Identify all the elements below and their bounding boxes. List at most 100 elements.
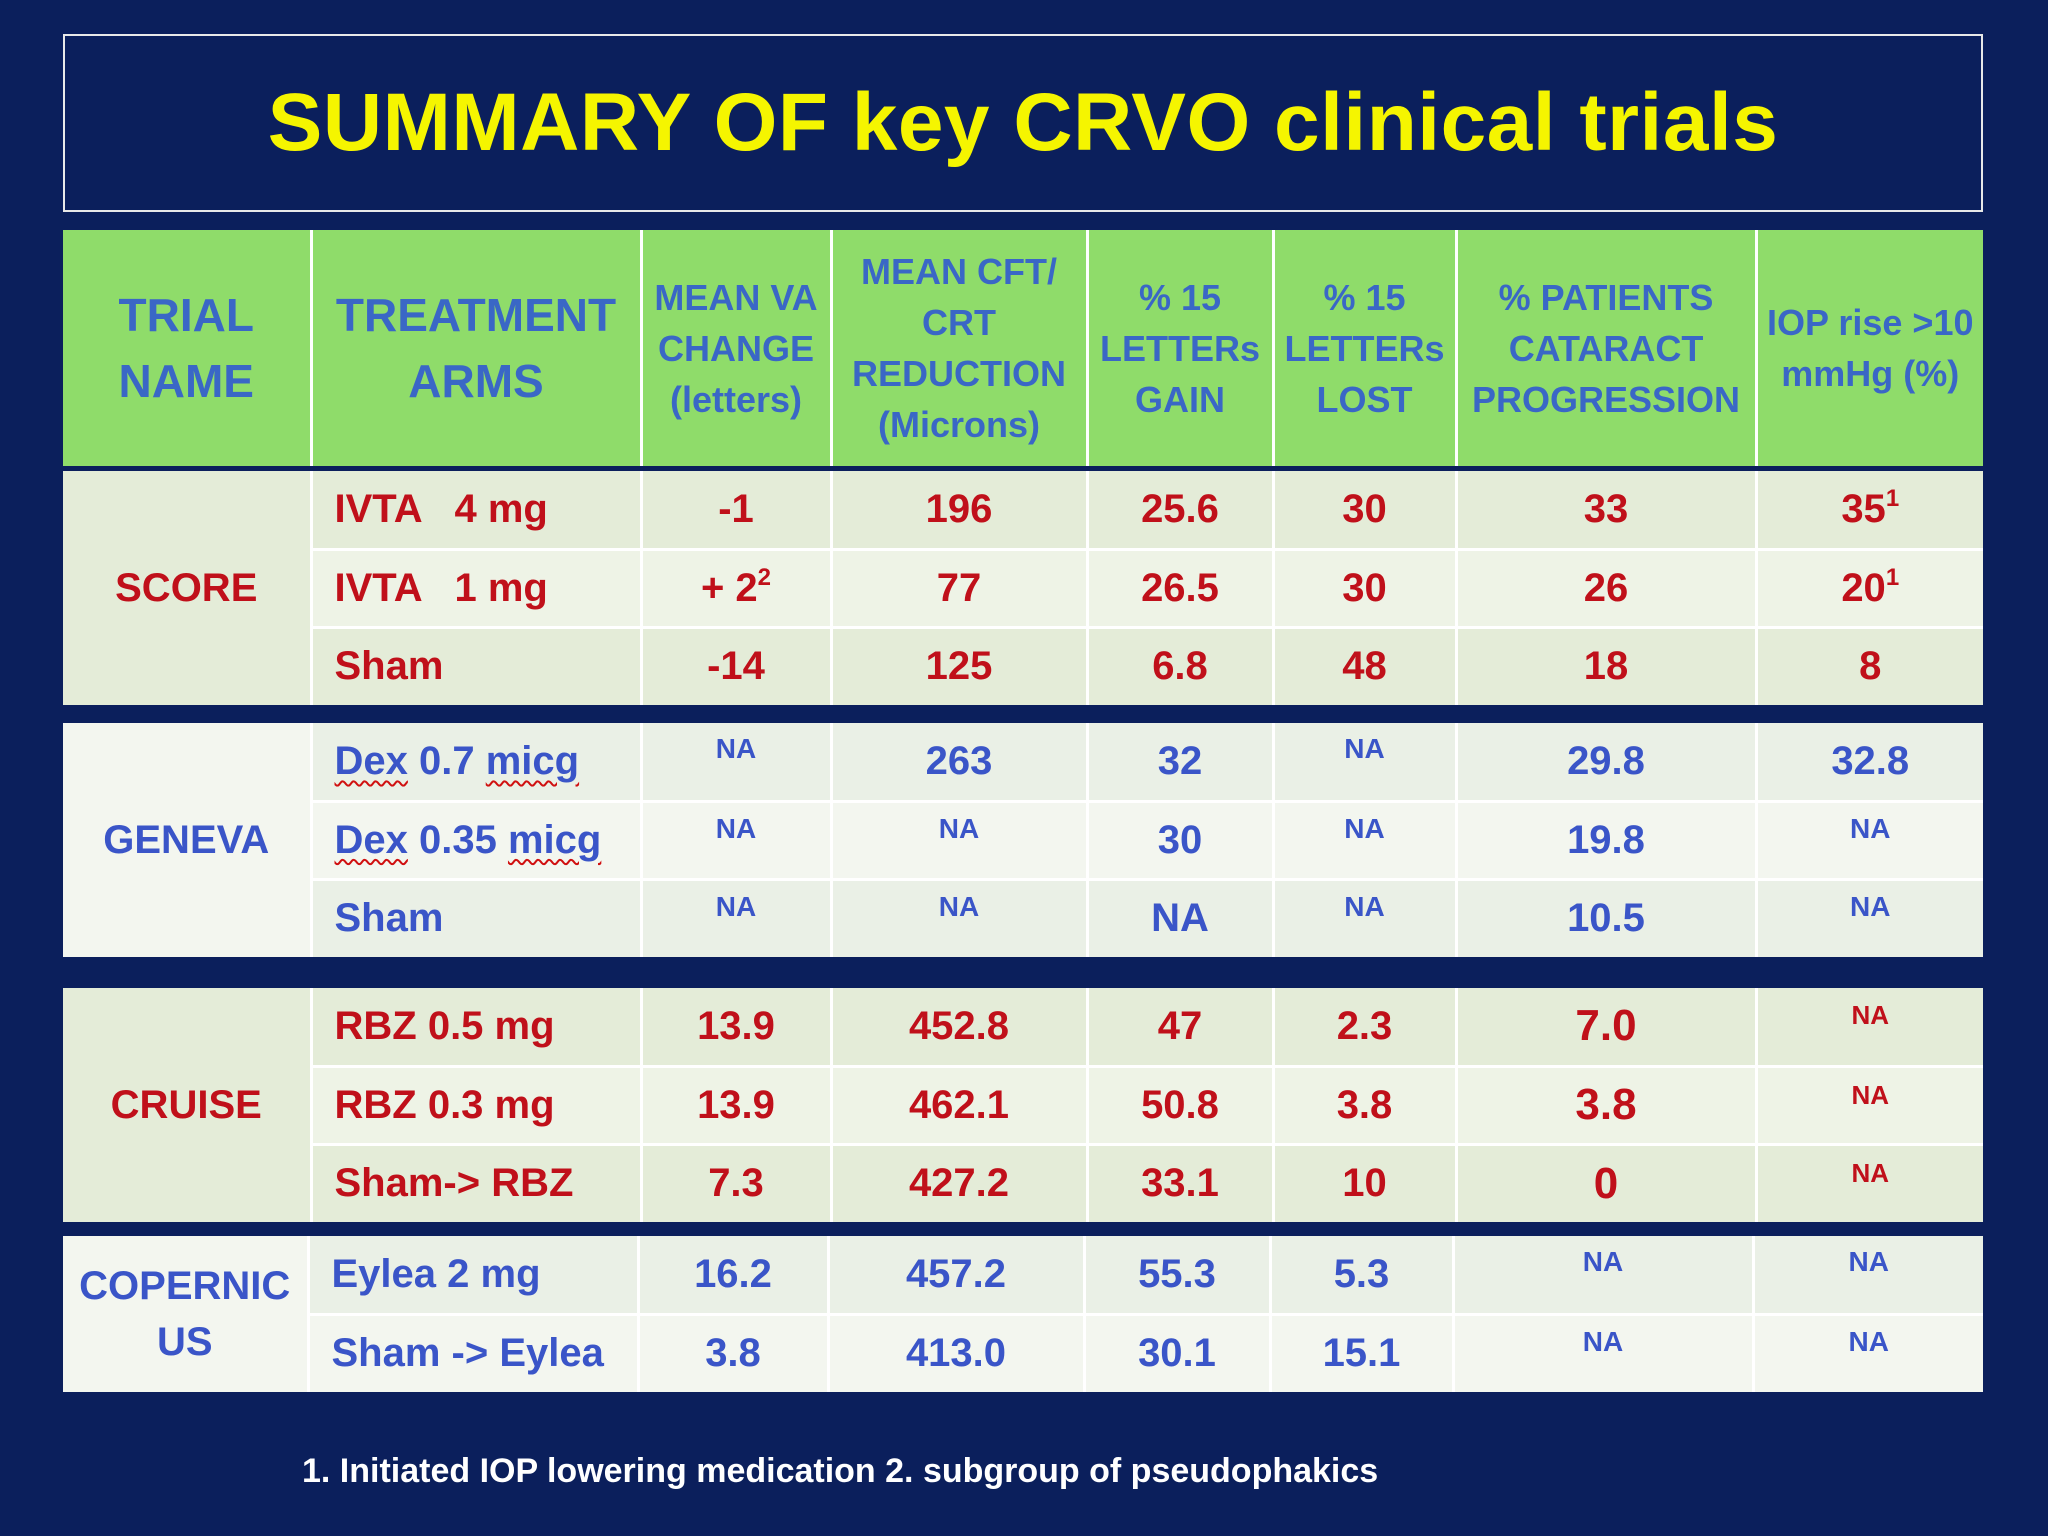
mean-cft-cell: 413.0 bbox=[826, 1312, 1084, 1392]
gain-cell: NA bbox=[1085, 877, 1273, 957]
title-box: SUMMARY OF key CRVO clinical trials bbox=[63, 34, 1983, 212]
table-row: GENEVA Dex 0.7 micg NA 263 32 NA 29.8 32… bbox=[63, 723, 1983, 957]
lost-cell: 48 bbox=[1271, 625, 1456, 705]
footnote-marker: 2 bbox=[757, 563, 772, 591]
gain-cell: 50.8 bbox=[1085, 1064, 1273, 1144]
footnote-marker: 1 bbox=[1885, 563, 1900, 591]
header-cataract: % PATIENTS CATARACT PROGRESSION bbox=[1454, 230, 1756, 466]
cataract-cell: 29.8 bbox=[1454, 723, 1756, 801]
lost-cell: 2.3 bbox=[1271, 988, 1456, 1066]
lost-cell: 30 bbox=[1271, 547, 1456, 627]
trial-block-score: SCORE IVTA 4 mg -1 196 25.6 30 33 351 IV… bbox=[63, 471, 1983, 705]
mean-va-cell: -1 bbox=[639, 471, 831, 549]
iop-cell: NA bbox=[1754, 799, 1983, 879]
treatment-arm: IVTA 4 mg bbox=[309, 471, 641, 549]
trial-block-cruise: CRUISE RBZ 0.5 mg 13.9 452.8 47 2.3 7.0 … bbox=[63, 988, 1983, 1222]
mean-cft-cell: NA bbox=[829, 877, 1087, 957]
iop-cell: NA bbox=[1751, 1312, 1983, 1392]
header-gain: % 15 LETTERs GAIN bbox=[1085, 230, 1273, 466]
treatment-arm: IVTA 1 mg bbox=[309, 547, 641, 627]
table-row: IVTA 1 mg + 22 77 26.5 30 26 201 bbox=[63, 547, 1983, 627]
mean-cft-cell: 457.2 bbox=[826, 1236, 1084, 1314]
treatment-arm: Sham -> Eylea bbox=[306, 1312, 638, 1392]
mean-va-cell: NA bbox=[639, 877, 831, 957]
mean-cft-cell: 462.1 bbox=[829, 1064, 1087, 1144]
lost-cell: 10 bbox=[1271, 1142, 1456, 1222]
gain-cell: 25.6 bbox=[1085, 471, 1273, 549]
lost-cell: NA bbox=[1271, 877, 1456, 957]
table-row: RBZ 0.3 mg 13.9 462.1 50.8 3.8 3.8 NA bbox=[63, 1064, 1983, 1144]
gain-cell: 33.1 bbox=[1085, 1142, 1273, 1222]
mean-va-cell: NA bbox=[639, 723, 831, 801]
lost-cell: 15.1 bbox=[1268, 1312, 1453, 1392]
treatment-arm: Dex 0.35 micg bbox=[309, 799, 641, 879]
mean-cft-cell: 452.8 bbox=[829, 988, 1087, 1066]
cataract-cell: NA bbox=[1451, 1312, 1753, 1392]
table-header: TRIAL NAME TREATMENT ARMS MEAN VA CHANGE… bbox=[63, 230, 1983, 466]
table-row: Sham-> RBZ 7.3 427.2 33.1 10 0 NA bbox=[63, 1142, 1983, 1222]
header-mean-cft: MEAN CFT/ CRT REDUCTION (Microns) bbox=[829, 230, 1087, 466]
treatment-arm: Eylea 2 mg bbox=[306, 1236, 638, 1314]
header-treatment-arms: TREATMENT ARMS bbox=[309, 230, 641, 466]
gain-cell: 26.5 bbox=[1085, 547, 1273, 627]
trial-block-geneva: GENEVA Dex 0.7 micg NA 263 32 NA 29.8 32… bbox=[63, 723, 1983, 957]
iop-cell: NA bbox=[1751, 1236, 1983, 1314]
gain-cell: 6.8 bbox=[1085, 625, 1273, 705]
footnote: 1. Initiated IOP lowering medication 2. … bbox=[302, 1452, 1379, 1490]
mean-cft-cell: NA bbox=[829, 799, 1087, 879]
table-row: CRUISE RBZ 0.5 mg 13.9 452.8 47 2.3 7.0 … bbox=[63, 988, 1983, 1222]
cataract-cell: NA bbox=[1451, 1236, 1753, 1314]
mean-va-cell: NA bbox=[639, 799, 831, 879]
treatment-arm: Sham bbox=[309, 877, 641, 957]
header-iop: IOP rise >10 mmHg (%) bbox=[1754, 230, 1983, 466]
mean-va-cell: 3.8 bbox=[636, 1312, 828, 1392]
cataract-cell: 10.5 bbox=[1454, 877, 1756, 957]
iop-cell: NA bbox=[1754, 988, 1983, 1066]
cataract-cell: 19.8 bbox=[1454, 799, 1756, 879]
cataract-cell: 7.0 bbox=[1454, 988, 1756, 1066]
table-row: COPERNIC US Eylea 2 mg 16.2 457.2 55.3 5.… bbox=[63, 1236, 1983, 1392]
trial-name: SCORE bbox=[63, 471, 311, 705]
iop-cell: 32.8 bbox=[1754, 723, 1983, 801]
mean-va-cell: + 22 bbox=[639, 547, 831, 627]
cataract-cell: 3.8 bbox=[1454, 1064, 1756, 1144]
treatment-arm: RBZ 0.5 mg bbox=[309, 988, 641, 1066]
cataract-cell: 18 bbox=[1454, 625, 1756, 705]
lost-cell: 5.3 bbox=[1268, 1236, 1453, 1314]
trial-name: CRUISE bbox=[63, 988, 311, 1222]
iop-cell: NA bbox=[1754, 1142, 1983, 1222]
mean-cft-cell: 77 bbox=[829, 547, 1087, 627]
header-mean-va: MEAN VA CHANGE (letters) bbox=[639, 230, 831, 466]
table-row: Sham NA NA NA NA 10.5 NA bbox=[63, 877, 1983, 957]
mean-va-cell: 13.9 bbox=[639, 1064, 831, 1144]
mean-va-cell: -14 bbox=[639, 625, 831, 705]
iop-cell: NA bbox=[1754, 1064, 1983, 1144]
lost-cell: NA bbox=[1271, 799, 1456, 879]
gain-cell: 32 bbox=[1085, 723, 1273, 801]
iop-cell: 8 bbox=[1754, 625, 1983, 705]
cataract-cell: 33 bbox=[1454, 471, 1756, 549]
lost-cell: NA bbox=[1271, 723, 1456, 801]
treatment-arm: RBZ 0.3 mg bbox=[309, 1064, 641, 1144]
iop-cell: 201 bbox=[1754, 547, 1983, 627]
lost-cell: 30 bbox=[1271, 471, 1456, 549]
table-row: Dex 0.35 micg NA NA 30 NA 19.8 NA bbox=[63, 799, 1983, 879]
cataract-cell: 26 bbox=[1454, 547, 1756, 627]
treatment-arm: Sham-> RBZ bbox=[309, 1142, 641, 1222]
mean-va-cell: 7.3 bbox=[639, 1142, 831, 1222]
table-row: SCORE IVTA 4 mg -1 196 25.6 30 33 351 bbox=[63, 471, 1983, 705]
trial-name: COPERNIC US bbox=[63, 1236, 308, 1392]
footnote-marker: 1 bbox=[1885, 484, 1900, 512]
mean-cft-cell: 196 bbox=[829, 471, 1087, 549]
iop-cell: 351 bbox=[1754, 471, 1983, 549]
gain-cell: 47 bbox=[1085, 988, 1273, 1066]
mean-cft-cell: 427.2 bbox=[829, 1142, 1087, 1222]
mean-cft-cell: 125 bbox=[829, 625, 1087, 705]
treatment-arm: Sham bbox=[309, 625, 641, 705]
header-trial-name: TRIAL NAME bbox=[63, 230, 311, 466]
trial-name: GENEVA bbox=[63, 723, 311, 957]
lost-cell: 3.8 bbox=[1271, 1064, 1456, 1144]
treatment-arm: Dex 0.7 micg bbox=[309, 723, 641, 801]
table-row: Sham -14 125 6.8 48 18 8 bbox=[63, 625, 1983, 705]
table-row: Sham -> Eylea 3.8 413.0 30.1 15.1 NA NA bbox=[63, 1312, 1983, 1392]
